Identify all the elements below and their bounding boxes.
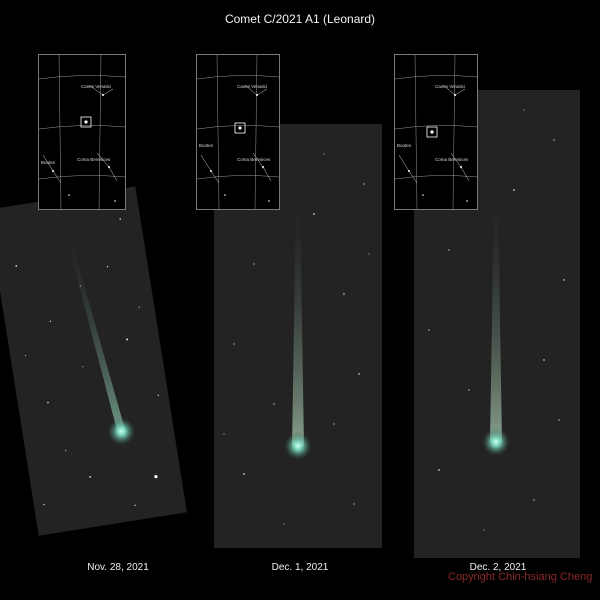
comet-head bbox=[482, 428, 510, 456]
photo-1-svg bbox=[15, 218, 159, 506]
chart-label-right: Coma Berenices bbox=[435, 157, 469, 162]
comet-marker-box bbox=[426, 126, 438, 138]
comet-tail bbox=[490, 200, 502, 442]
star-chart-2-svg: Canes Venatici Bootes Coma Berenices bbox=[197, 55, 279, 209]
date-caption-2: Dec. 1, 2021 bbox=[271, 562, 329, 573]
chart-label-left: Bootes bbox=[199, 143, 214, 148]
chart-label-top: Canes Venatici bbox=[81, 84, 111, 89]
chart-stars bbox=[210, 94, 270, 202]
constellation-lines bbox=[200, 84, 272, 184]
page-title: Comet C/2021 A1 (Leonard) bbox=[224, 12, 376, 26]
copyright-watermark: Copyright Chin-hsiang Cheng bbox=[448, 571, 593, 583]
chart-stars bbox=[52, 94, 116, 202]
photo-3-svg bbox=[428, 109, 565, 531]
chart-grid bbox=[395, 55, 477, 209]
chart-label-left: Bootes bbox=[41, 160, 56, 165]
star-chart-3-svg: Canes Venatici Bootes Coma Berenices bbox=[395, 55, 477, 209]
star-chart-inset-1: Canes Venatici Bootes Coma Berenices bbox=[38, 54, 126, 210]
photo-2-svg bbox=[223, 153, 370, 525]
comet-tail bbox=[292, 204, 304, 446]
comet-marker-box bbox=[234, 122, 246, 134]
comet-tail bbox=[66, 237, 126, 433]
constellation-lines bbox=[42, 84, 118, 184]
stars bbox=[223, 153, 370, 525]
chart-label-right: Coma Berenices bbox=[77, 157, 111, 162]
stars bbox=[15, 218, 159, 506]
comet-head bbox=[284, 432, 312, 460]
chart-label-left: Bootes bbox=[397, 143, 412, 148]
chart-grid bbox=[39, 55, 125, 209]
comet-marker-box bbox=[80, 116, 92, 128]
chart-label-right: Coma Berenices bbox=[237, 157, 271, 162]
comet-photo-nov-28 bbox=[0, 186, 187, 536]
chart-label-top: Canes Venatici bbox=[237, 84, 267, 89]
star-chart-1-svg: Canes Venatici Bootes Coma Berenices bbox=[39, 55, 125, 209]
chart-grid bbox=[197, 55, 279, 209]
chart-stars bbox=[408, 94, 468, 202]
date-caption-1: Nov. 28, 2021 bbox=[87, 562, 149, 573]
star-chart-inset-3: Canes Venatici Bootes Coma Berenices bbox=[394, 54, 478, 210]
star-chart-inset-2: Canes Venatici Bootes Coma Berenices bbox=[196, 54, 280, 210]
date-caption-3: Dec. 2, 2021 bbox=[469, 562, 527, 573]
comet-head bbox=[107, 417, 136, 446]
constellation-lines bbox=[398, 84, 470, 184]
chart-label-top: Canes Venatici bbox=[435, 84, 465, 89]
